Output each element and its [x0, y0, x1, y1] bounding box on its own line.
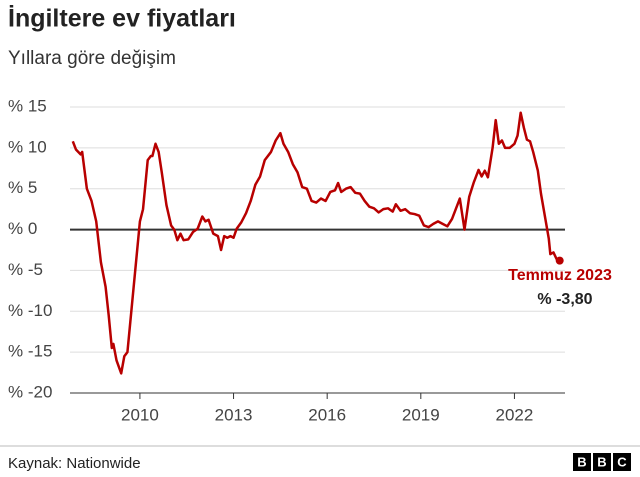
y-tick-label: % -15 — [8, 342, 52, 361]
end-dot — [555, 256, 564, 265]
end-label-title: Temmuz 2023 — [508, 267, 612, 284]
chart-subtitle: Yıllara göre değişim — [8, 48, 176, 69]
chart-title: İngiltere ev fiyatları — [8, 5, 236, 33]
logo-letter: B — [577, 454, 586, 469]
logo-box — [613, 453, 631, 471]
line — [71, 111, 561, 375]
x-tick-label: 2019 — [402, 405, 440, 424]
end-label-value: % -3,80 — [537, 291, 592, 308]
y-tick-label: % 10 — [8, 137, 47, 156]
logo-letter: B — [597, 454, 606, 469]
y-tick-label: % -20 — [8, 382, 52, 401]
y-tick-label: % 0 — [8, 219, 37, 238]
y-tick-label: % -10 — [8, 301, 52, 320]
logo-letter: C — [617, 454, 627, 469]
logo-box — [593, 453, 611, 471]
x-tick-label: 2010 — [121, 405, 159, 424]
y-tick-label: % 15 — [8, 96, 47, 115]
x-tick-label: 2013 — [215, 405, 253, 424]
y-tick-label: % -5 — [8, 260, 43, 279]
x-tick-label: 2016 — [308, 405, 346, 424]
x-tick-label: 2022 — [496, 405, 534, 424]
source: Kaynak: Nationwide — [8, 455, 141, 472]
logo-box — [573, 453, 591, 471]
y-tick-label: % 5 — [8, 178, 37, 197]
